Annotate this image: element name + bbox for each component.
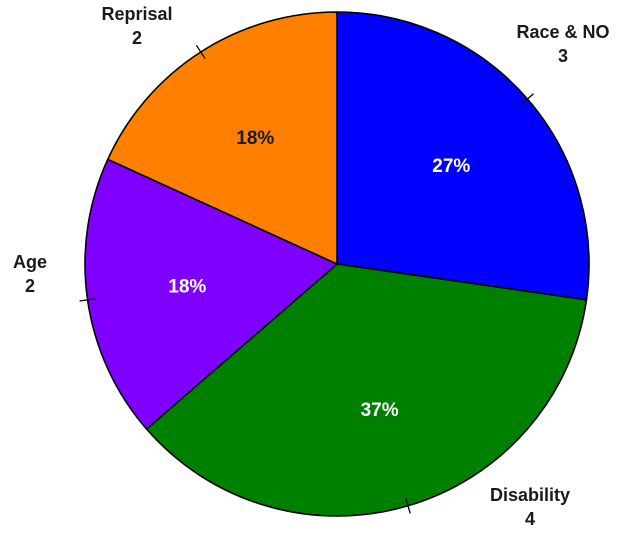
category-name-disability: Disability [490, 485, 570, 505]
percent-label-reprisal: 18% [236, 128, 274, 149]
percent-label-race-no: 27% [432, 156, 470, 177]
leader-line-reprisal [195, 44, 206, 60]
category-label-reprisal: Reprisal 2 [101, 4, 172, 48]
category-label-age: Age 2 [13, 252, 47, 296]
category-value-race-no: 3 [558, 46, 568, 66]
percent-label-disability: 37% [361, 400, 399, 421]
percent-label-age: 18% [168, 277, 206, 298]
category-value-disability: 4 [525, 509, 535, 529]
category-value-reprisal: 2 [132, 28, 142, 48]
leader-line-age [79, 298, 96, 302]
category-label-disability: Disability 4 [490, 485, 570, 529]
category-name-race-no: Race & NO [516, 22, 609, 42]
pie-slices [84, 11, 590, 517]
category-label-race-no: Race & NO 3 [516, 22, 609, 66]
category-value-age: 2 [25, 276, 35, 296]
category-name-age: Age [13, 252, 47, 272]
pie-labels: 27% Race & NO 3 37% Disability 4 18% Age 2 18% Rep… [13, 4, 610, 529]
leader-line-race-no [520, 93, 534, 105]
category-name-reprisal: Reprisal [101, 4, 172, 24]
leader-line-disability [405, 497, 411, 514]
